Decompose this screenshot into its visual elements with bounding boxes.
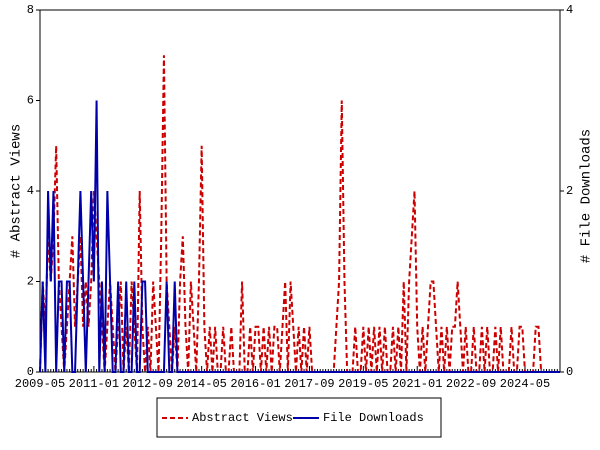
x-tick-label: 2019-05 xyxy=(338,377,388,391)
x-tick-label: 2014-05 xyxy=(176,377,226,391)
legend-label: File Downloads xyxy=(323,411,424,425)
y2-tick-label: 4 xyxy=(566,3,573,17)
x-tick-label: 2024-05 xyxy=(500,377,550,391)
y2-axis-title: # File Downloads xyxy=(579,129,595,263)
x-tick-label: 2012-09 xyxy=(123,377,173,391)
series-line xyxy=(39,100,560,373)
x-tick-label: 2009-05 xyxy=(15,377,65,391)
series-line xyxy=(39,55,560,373)
x-tick-label: 2011-01 xyxy=(69,377,119,391)
x-tick-label: 2016-01 xyxy=(230,377,280,391)
x-tick-label: 2021-01 xyxy=(392,377,442,391)
legend xyxy=(156,397,442,438)
y-tick-label: 8 xyxy=(27,3,34,17)
y2-tick-label: 0 xyxy=(566,365,573,379)
y-axis-title: # Abstract Views xyxy=(9,124,25,258)
y-tick-label: 4 xyxy=(27,184,34,198)
y2-tick-label: 2 xyxy=(566,184,573,198)
x-tick-label: 2022-09 xyxy=(446,377,496,391)
legend-label: Abstract Views xyxy=(192,411,293,425)
x-tick-label: 2017-09 xyxy=(284,377,334,391)
y-tick-label: 2 xyxy=(27,275,34,289)
y-tick-label: 0 xyxy=(27,365,34,379)
y-tick-label: 6 xyxy=(27,94,34,108)
